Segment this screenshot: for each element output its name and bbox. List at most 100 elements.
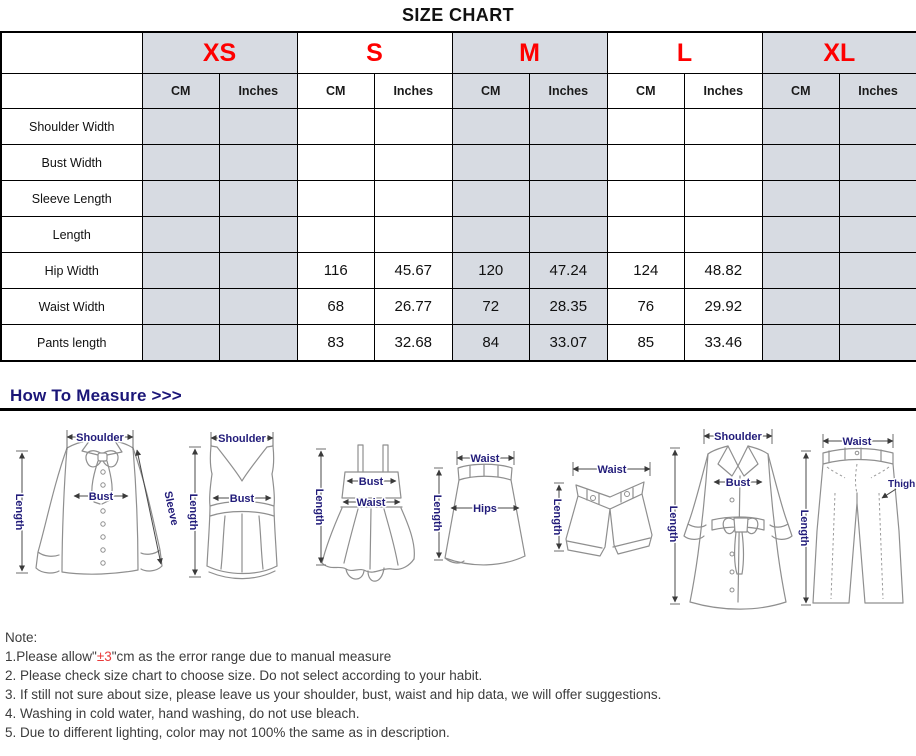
- value-cell: 29.92: [684, 288, 763, 325]
- value-cell: [374, 216, 453, 253]
- pants-thigh-label: Thigh: [888, 479, 915, 490]
- value-cell: 33.07: [529, 324, 608, 362]
- unit-header-xs-cm: CM: [141, 73, 220, 109]
- value-cell: [141, 108, 220, 145]
- coat-length-label: Length: [667, 506, 679, 543]
- unit-header-l-cm: CM: [606, 73, 686, 109]
- notes-heading: Note:: [5, 630, 38, 645]
- row-label: Hip Width: [0, 252, 143, 289]
- value-cell: 120: [451, 252, 531, 289]
- value-cell: [839, 144, 916, 181]
- skirt-figure: Waist Hips Length: [432, 451, 526, 566]
- value-cell: [761, 108, 841, 145]
- value-cell: 47.24: [529, 252, 608, 289]
- page-title: SIZE CHART: [402, 5, 514, 25]
- value-cell: [684, 216, 763, 253]
- pants-length-label: Length: [798, 510, 810, 547]
- value-cell: [219, 252, 298, 289]
- value-cell: 68: [296, 288, 376, 325]
- value-cell: [219, 216, 298, 253]
- value-cell: [296, 144, 376, 181]
- value-cell: [839, 216, 916, 253]
- value-cell: 85: [606, 324, 686, 362]
- value-cell: 83: [296, 324, 376, 362]
- value-cell: [761, 144, 841, 181]
- divider-line: [0, 408, 916, 411]
- size-chart-page: { "title": "SIZE CHART", "table": { "siz…: [0, 5, 916, 756]
- note-line-1: 1.Please allow"±3"cm as the error range …: [5, 647, 916, 666]
- value-cell: [219, 324, 298, 362]
- value-cell: [141, 324, 220, 362]
- size-chart-table: XS S M L XL CM Inches CM Inches CM Inches CM Inches C…: [0, 31, 916, 362]
- value-cell: 28.35: [529, 288, 608, 325]
- value-cell: 116: [296, 252, 376, 289]
- value-cell: [761, 252, 841, 289]
- value-cell: 45.67: [374, 252, 453, 289]
- value-cell: [141, 252, 220, 289]
- note-line-4: 4. Washing in cold water, hand washing, …: [5, 706, 360, 721]
- value-cell: [219, 144, 298, 181]
- skirt-length-label: Length: [432, 495, 443, 532]
- blouse-length-label: Length: [13, 494, 25, 531]
- row-label: Bust Width: [0, 144, 143, 181]
- unit-header-s-inches: Inches: [374, 73, 453, 109]
- value-cell: 72: [451, 288, 531, 325]
- value-cell: [761, 288, 841, 325]
- note-1-prefix: 1.Please allow": [5, 649, 97, 664]
- how-to-measure-heading: How To Measure >>>: [10, 386, 182, 405]
- unit-header-m-inches: Inches: [529, 73, 608, 109]
- coat-shoulder-label: Shoulder: [714, 431, 762, 443]
- table-corner-cell-2: [0, 73, 143, 109]
- value-cell: [374, 180, 453, 217]
- value-cell: [296, 180, 376, 217]
- unit-header-m-cm: CM: [451, 73, 531, 109]
- note-line-3: 3. If still not sure about size, please …: [5, 687, 662, 702]
- size-header-xl: XL: [761, 31, 916, 74]
- skirt-waist-label: Waist: [471, 453, 500, 465]
- note-line-5: 5. Due to different lighting, color may …: [5, 725, 450, 740]
- blouse-sleeve-label: Sleeve: [161, 490, 180, 527]
- row-label: Waist Width: [0, 288, 143, 325]
- blouse-figure: Shoulder Length Bust Sleeve: [12, 430, 180, 575]
- row-label: Length: [0, 216, 143, 253]
- size-header-xs: XS: [141, 31, 298, 74]
- value-cell: [219, 288, 298, 325]
- value-cell: [839, 252, 916, 289]
- value-cell: [606, 180, 686, 217]
- unit-header-s-cm: CM: [296, 73, 376, 109]
- tank-top-figure: Shoulder Length Bust: [186, 432, 278, 580]
- value-cell: [839, 108, 916, 145]
- row-label: Pants length: [0, 324, 143, 362]
- value-cell: [529, 144, 608, 181]
- value-cell: 76: [606, 288, 686, 325]
- value-cell: [141, 144, 220, 181]
- value-cell: [141, 288, 220, 325]
- dress-length-label: Length: [313, 489, 325, 526]
- value-cell: [606, 144, 686, 181]
- note-1-suffix: "cm as the error range due to manual mea…: [111, 649, 392, 664]
- tank-length-label: Length: [187, 494, 199, 531]
- size-header-l: L: [606, 31, 763, 74]
- value-cell: [296, 108, 376, 145]
- value-cell: [296, 216, 376, 253]
- size-header-m: M: [451, 31, 608, 74]
- row-label: Shoulder Width: [0, 108, 143, 145]
- dress-waist-label: Waist: [357, 497, 386, 509]
- value-cell: [141, 216, 220, 253]
- table-corner-cell: [0, 31, 143, 74]
- value-cell: 32.68: [374, 324, 453, 362]
- coat-bust-label: Bust: [726, 477, 751, 489]
- unit-header-xs-inches: Inches: [219, 73, 298, 109]
- unit-header-xl-cm: CM: [761, 73, 841, 109]
- value-cell: 26.77: [374, 288, 453, 325]
- value-cell: [374, 108, 453, 145]
- note-line-2: 2. Please check size chart to choose siz…: [5, 668, 483, 683]
- value-cell: 124: [606, 252, 686, 289]
- value-cell: 33.46: [684, 324, 763, 362]
- value-cell: [606, 108, 686, 145]
- unit-header-l-inches: Inches: [684, 73, 763, 109]
- note-tolerance-value: ±3: [96, 649, 112, 664]
- unit-header-xl-inches: Inches: [839, 73, 916, 109]
- value-cell: [529, 108, 608, 145]
- blouse-shoulder-label: Shoulder: [76, 432, 124, 444]
